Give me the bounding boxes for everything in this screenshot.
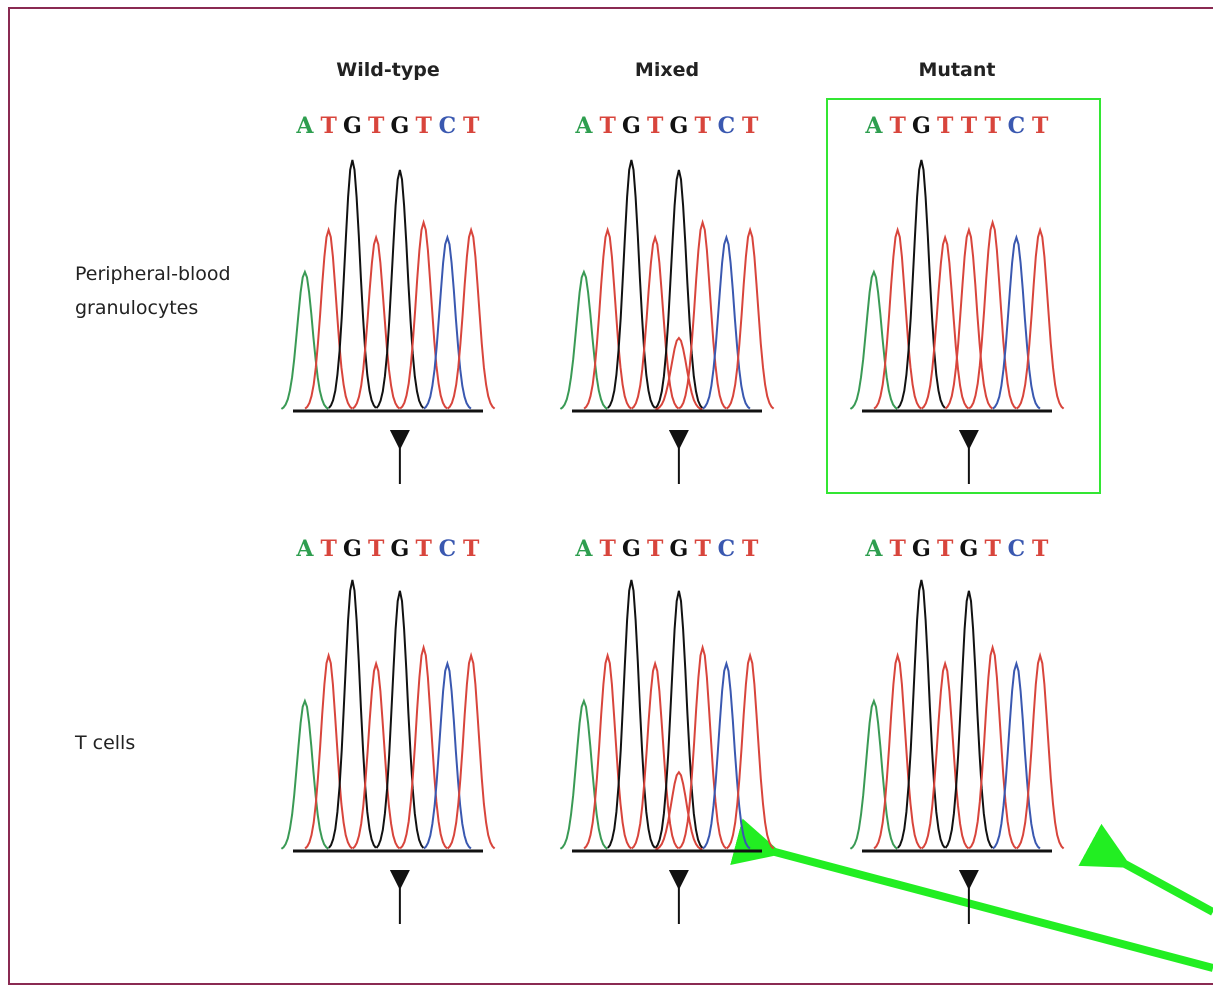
column-header: Mixed [635,59,699,81]
trace-peak [655,338,702,409]
base-letter: T [889,113,906,139]
base-letter: C [718,113,736,139]
base-letter: G [343,536,362,562]
figure-border [9,8,1213,984]
base-letter: T [368,536,385,562]
trace-peak [993,238,1040,409]
base-letter: A [295,113,314,139]
trace-peak [1017,656,1064,849]
green-arrow [1125,864,1213,912]
base-letter: A [295,536,314,562]
highlight-box [827,99,1100,493]
base-letter: T [937,113,954,139]
base-letter: A [864,536,883,562]
base-letter: G [959,536,978,562]
base-letter: G [622,113,641,139]
trace-peak [424,664,471,849]
base-letter: G [912,113,931,139]
trace-peak [945,230,992,409]
trace-peak [703,664,750,849]
base-letter: G [343,113,362,139]
figure: Wild-type Mixed Mutant Peripheral-blood gran… [0,0,1213,992]
trace-peak [993,664,1040,849]
trace-peak [424,238,471,409]
green-arrow [775,852,1213,968]
base-letter: T [463,536,480,562]
trace-peak [727,230,774,409]
base-letter: T [937,536,954,562]
column-header: Mutant [919,59,996,81]
base-letter: T [463,113,480,139]
base-letter: G [669,536,688,562]
base-letter: G [622,536,641,562]
base-letter: C [439,113,457,139]
base-letter: A [864,113,883,139]
base-letter: T [320,536,337,562]
base-letter: G [912,536,931,562]
base-letter: T [320,113,337,139]
row-label: granulocytes [75,297,198,319]
row-label: Peripheral-blood [75,263,231,285]
column-header: Wild-type [336,59,439,81]
base-letter: G [390,536,409,562]
base-letter: T [694,536,711,562]
base-letter: T [1032,536,1049,562]
trace-peak [727,656,774,849]
base-letter: T [742,536,759,562]
base-letter: T [961,113,978,139]
base-letter: T [415,536,432,562]
base-letter: C [1008,113,1026,139]
base-letter: T [599,536,616,562]
base-letter: T [599,113,616,139]
base-letter: T [889,536,906,562]
base-letter: G [669,113,688,139]
base-letter: C [718,536,736,562]
row-label: T cells [74,732,135,754]
base-letter: T [1032,113,1049,139]
base-letter: T [694,113,711,139]
trace-peak [448,230,495,409]
trace-peak [703,238,750,409]
trace-peak [448,656,495,849]
base-letter: C [439,536,457,562]
base-letter: G [390,113,409,139]
base-letter: A [574,113,593,139]
trace-peak [1017,230,1064,409]
base-letter: T [647,113,664,139]
base-letter: T [647,536,664,562]
base-letter: T [984,536,1001,562]
base-letter: T [984,113,1001,139]
trace-peak [655,772,702,849]
base-letter: T [368,113,385,139]
base-letter: C [1008,536,1026,562]
base-letter: T [742,113,759,139]
base-letter: T [415,113,432,139]
base-letter: A [574,536,593,562]
